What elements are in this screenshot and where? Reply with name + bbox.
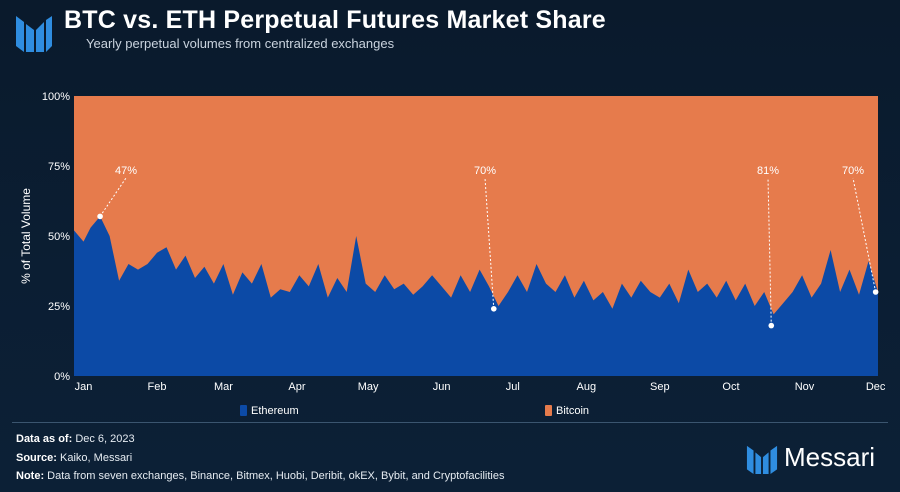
x-tick-label: Sep <box>650 381 670 393</box>
y-tick-label: 0% <box>54 371 70 383</box>
annotation-point <box>97 213 103 220</box>
y-tick-label: 25% <box>48 301 70 313</box>
source-note: Source: Kaiko, Messari <box>16 452 133 464</box>
x-tick-label: Jan <box>75 381 93 393</box>
annotation-label: 81% <box>757 165 779 177</box>
x-tick-label: Apr <box>288 381 305 393</box>
legend-label: Ethereum <box>251 405 299 417</box>
chart-subtitle: Yearly perpetual volumes from centralize… <box>86 36 395 51</box>
data-as-of: Data as of: Dec 6, 2023 <box>16 433 135 445</box>
x-tick-label: Nov <box>795 381 815 393</box>
messari-logo-icon <box>16 16 52 52</box>
x-tick-label: Aug <box>576 381 596 393</box>
y-tick-label: 75% <box>48 161 70 173</box>
annotation-label: 70% <box>842 165 864 177</box>
annotation-point <box>490 306 497 312</box>
messari-brand-icon <box>746 445 778 475</box>
annotation-leader-line <box>852 177 877 293</box>
x-tick-label: Oct <box>722 381 739 393</box>
chart-title: BTC vs. ETH Perpetual Futures Market Sha… <box>64 6 606 34</box>
x-tick-label: Feb <box>148 381 167 393</box>
annotation-point <box>872 289 879 295</box>
annotation-leader-line <box>767 177 772 326</box>
legend-label: Bitcoin <box>556 405 589 417</box>
x-tick-label: Jul <box>506 381 520 393</box>
y-axis-label: % of Total Volume <box>19 188 33 284</box>
x-tick-label: Dec <box>866 381 886 393</box>
annotation-leader-line <box>484 177 495 309</box>
brand-name: Messari <box>784 442 876 472</box>
market-share-chart: 0% 25% 50% 75% 100% % of Total Volume Jan Feb Ma… <box>19 91 886 417</box>
y-tick-label: 50% <box>48 231 70 243</box>
footer-divider <box>12 422 888 423</box>
annotation-label: 47% <box>115 165 137 177</box>
legend-swatch <box>240 405 247 416</box>
x-tick-label: May <box>358 381 379 393</box>
x-tick-label: Mar <box>214 381 233 393</box>
y-tick-label: 100% <box>42 91 70 103</box>
annotation-label: 70% <box>474 165 496 177</box>
annotation-point <box>768 322 775 329</box>
legend-swatch <box>545 405 552 416</box>
x-tick-label: Jun <box>433 381 451 393</box>
exchanges-note: Note: Data from seven exchanges, Binance… <box>16 470 505 482</box>
ethereum-area <box>74 216 878 376</box>
